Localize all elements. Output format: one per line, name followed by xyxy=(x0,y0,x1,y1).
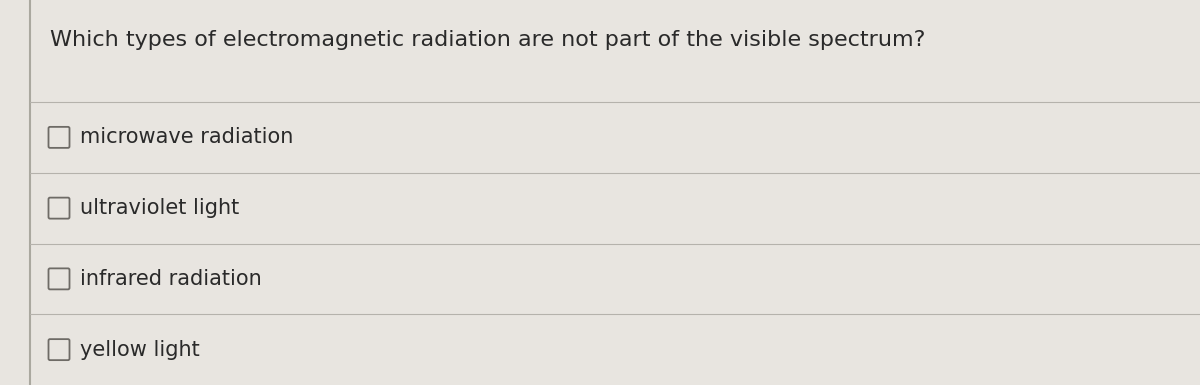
FancyBboxPatch shape xyxy=(48,268,70,290)
Text: yellow light: yellow light xyxy=(80,340,199,360)
FancyBboxPatch shape xyxy=(48,198,70,219)
Text: ultraviolet light: ultraviolet light xyxy=(80,198,239,218)
Text: infrared radiation: infrared radiation xyxy=(80,269,262,289)
Text: Which types of electromagnetic radiation are not part of the visible spectrum?: Which types of electromagnetic radiation… xyxy=(50,30,925,50)
FancyBboxPatch shape xyxy=(48,339,70,360)
FancyBboxPatch shape xyxy=(48,127,70,148)
Text: microwave radiation: microwave radiation xyxy=(80,127,293,147)
